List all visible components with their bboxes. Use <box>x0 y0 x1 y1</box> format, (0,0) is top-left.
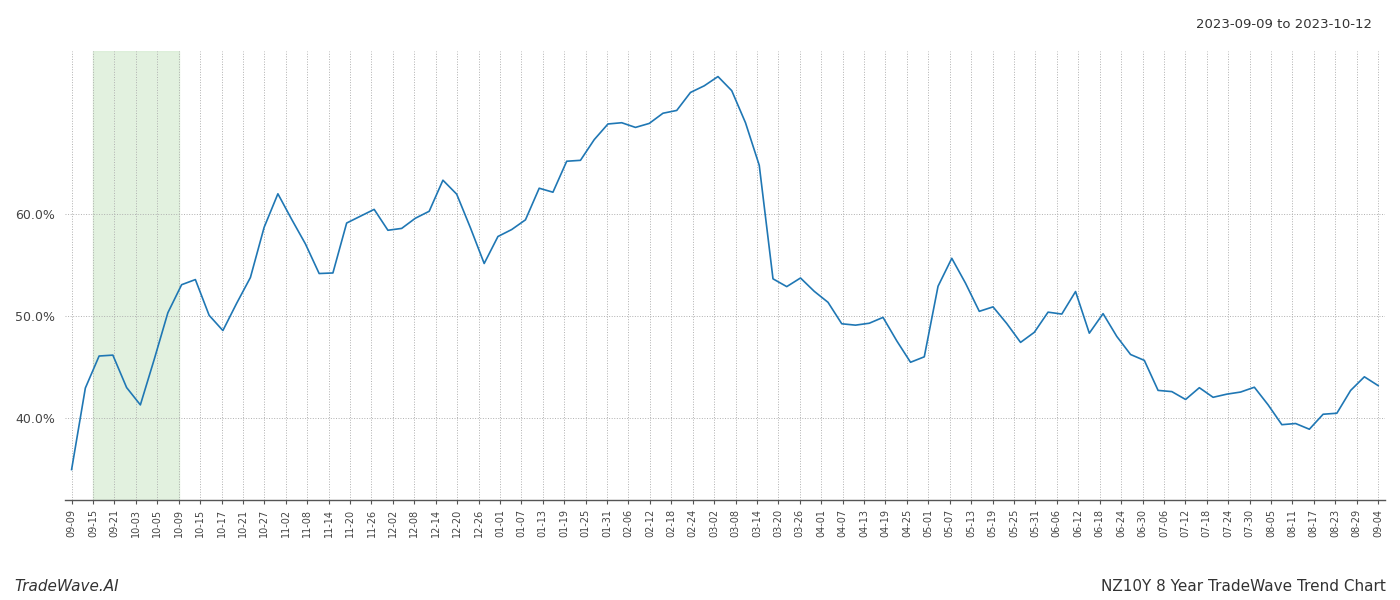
Text: 2023-09-09 to 2023-10-12: 2023-09-09 to 2023-10-12 <box>1196 18 1372 31</box>
Text: NZ10Y 8 Year TradeWave Trend Chart: NZ10Y 8 Year TradeWave Trend Chart <box>1102 579 1386 594</box>
Text: TradeWave.AI: TradeWave.AI <box>14 579 119 594</box>
Bar <box>92 51 179 500</box>
